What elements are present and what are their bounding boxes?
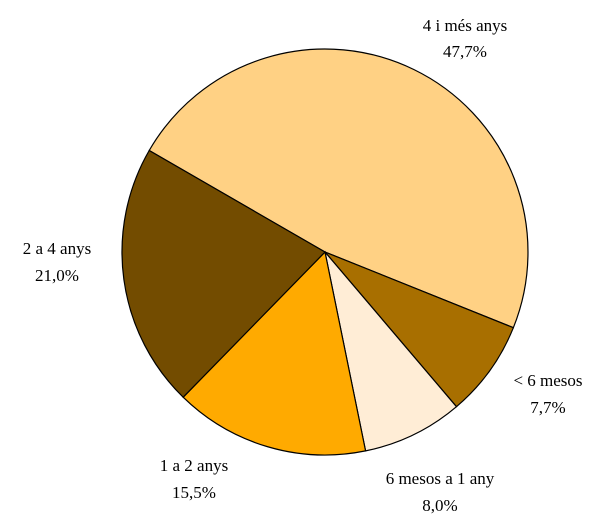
- pie-slices: [121, 48, 529, 456]
- label-val-2: 8,0%: [422, 496, 457, 515]
- label-cat-2: 6 mesos a 1 any: [386, 469, 495, 488]
- label-val-0: 47,7%: [443, 42, 487, 61]
- label-cat-4: 2 a 4 anys: [23, 239, 91, 258]
- label-val-1: 7,7%: [530, 398, 565, 417]
- pie-slice-4: [121, 149, 326, 399]
- pie-slice-3: [182, 250, 367, 456]
- pie-slice-1: [324, 251, 515, 408]
- label-cat-0: 4 i més anys: [423, 16, 508, 35]
- label-val-4: 21,0%: [35, 266, 79, 285]
- pie-labels: 4 i més anys 47,7% < 6 mesos 7,7% 6 meso…: [23, 16, 583, 515]
- label-val-3: 15,5%: [172, 483, 216, 502]
- label-cat-1: < 6 mesos: [513, 371, 582, 390]
- pie-slice-0: [148, 48, 529, 329]
- label-cat-3: 1 a 2 anys: [160, 456, 228, 475]
- pie-slice-2: [324, 251, 458, 452]
